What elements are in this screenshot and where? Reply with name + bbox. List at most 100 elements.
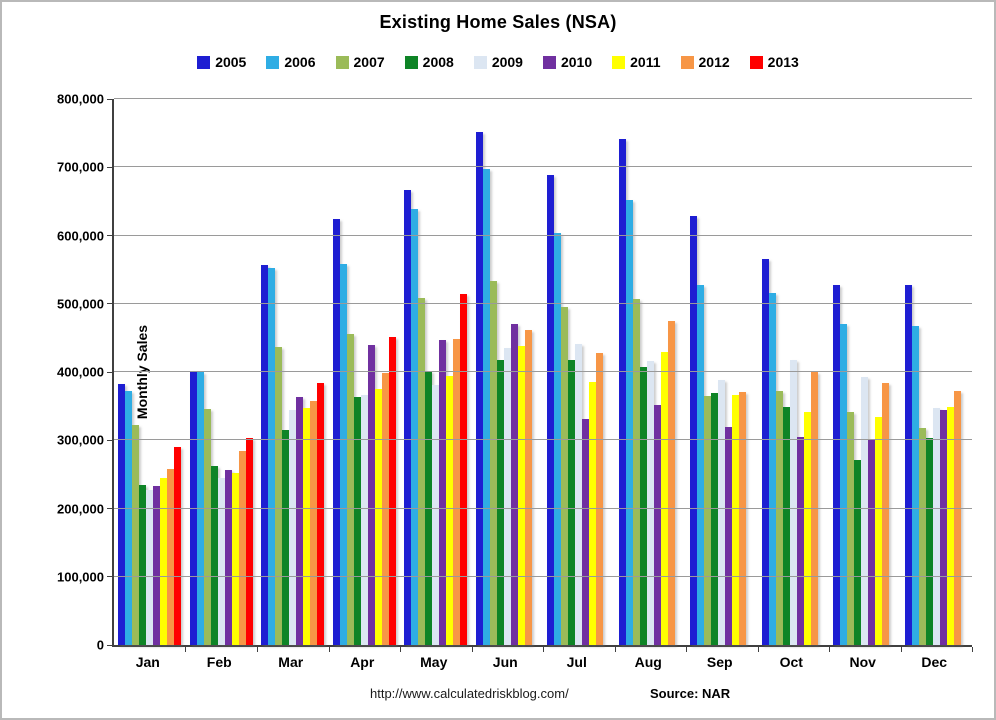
bar-Oct-2008: [782, 406, 790, 645]
bar-slot-May-2006: [411, 99, 419, 645]
gridline-500000: [114, 302, 972, 304]
gridline-800000: [114, 98, 972, 99]
bar-slot-Apr-2011: [374, 99, 382, 645]
bar-Aug-2009: [646, 361, 654, 645]
bar-Mar-2007: [275, 347, 283, 645]
bar-slot-Nov-2006: [840, 99, 848, 645]
bar-slot-Dec-2012: [953, 99, 961, 645]
month-group-Jun: [472, 99, 544, 645]
bar-Jul-2011: [589, 382, 597, 645]
month-group-Apr: [329, 99, 401, 645]
bar-slot-May-2007: [418, 99, 426, 645]
bar-slot-Jul-2013: [603, 99, 610, 645]
x-axis-labels: Jan Feb Mar Apr May Jun Jul Aug Sep Oct Nov Dec: [112, 654, 970, 670]
y-tick-mark-500000: [107, 303, 112, 305]
x-tick-mark-11: [972, 647, 973, 652]
bar-slot-Nov-2009: [861, 99, 869, 645]
month-group-Aug: [615, 99, 687, 645]
bar-slot-Jul-2006: [554, 99, 562, 645]
month-group-Sep: [686, 99, 758, 645]
legend-item-2005: 2005: [197, 54, 246, 70]
bar-Apr-2008: [353, 397, 361, 645]
x-tick-mark-0: [185, 647, 187, 652]
bar-Oct-2007: [775, 391, 783, 645]
bar-Aug-2005: [618, 139, 626, 645]
bar-slot-Dec-2010: [939, 99, 947, 645]
bar-slot-Dec-2008: [925, 99, 933, 645]
bar-slot-Jun-2010: [510, 99, 518, 645]
bar-Sep-2005: [690, 215, 698, 645]
bar-slot-Apr-2007: [346, 99, 354, 645]
month-group-Jan: [114, 99, 186, 645]
bar-Sep-2010: [725, 426, 733, 645]
y-tick-mark-0: [107, 644, 112, 646]
bar-slot-Jan-2008: [139, 99, 147, 645]
x-tick-mark-9: [829, 647, 830, 652]
bar-Apr-2010: [367, 344, 375, 645]
bar-Nov-2005: [833, 284, 841, 645]
bar-Nov-2006: [840, 324, 848, 645]
month-group-May: [400, 99, 472, 645]
bar-Dec-2012: [953, 391, 961, 645]
bar-Sep-2011: [732, 394, 740, 645]
bar-slot-May-2005: [404, 99, 412, 645]
bar-Sep-2007: [704, 395, 712, 645]
bar-slot-Jan-2007: [132, 99, 140, 645]
bar-slot-Mar-2007: [275, 99, 283, 645]
bar-slot-Nov-2008: [854, 99, 862, 645]
y-tick-mark-300000: [107, 439, 112, 441]
month-group-Feb: [186, 99, 258, 645]
bar-Dec-2009: [932, 408, 940, 645]
bar-Oct-2011: [803, 411, 811, 645]
bar-slot-Feb-2006: [196, 99, 204, 645]
x-tick-mark-1: [256, 647, 258, 652]
legend-swatch-2008: [404, 55, 418, 69]
legend-item-2012: 2012: [680, 54, 730, 70]
bar-Feb-2009: [217, 478, 225, 645]
bar-Nov-2011: [875, 417, 883, 645]
y-tick-mark-200000: [107, 508, 112, 509]
bar-Sep-2009: [718, 379, 726, 645]
bar-Jan-2010: [153, 485, 161, 645]
bar-slot-Jul-2007: [561, 99, 569, 645]
bar-slot-Mar-2010: [296, 99, 304, 645]
bar-Jul-2009: [575, 344, 583, 645]
legend-item-2010: 2010: [542, 54, 593, 70]
bar-Feb-2012: [238, 450, 246, 645]
legend-label-2011: 2011: [630, 54, 661, 70]
bar-Nov-2009: [861, 376, 869, 645]
bar-Jan-2011: [160, 477, 168, 645]
bar-slot-Jul-2010: [582, 99, 590, 645]
legend-label-2010: 2010: [560, 54, 593, 70]
plot-area: Monthly Sales: [107, 98, 973, 652]
bar-slot-Nov-2005: [833, 99, 841, 645]
bar-slot-Nov-2011: [875, 99, 883, 645]
bar-slot-Jan-2010: [153, 99, 161, 645]
bar-slot-Mar-2006: [268, 99, 276, 645]
bar-slot-Dec-2009: [932, 99, 940, 645]
month-group-Nov: [829, 99, 901, 645]
bar-Jun-2007: [489, 280, 497, 645]
x-tick-mark-8: [757, 647, 759, 652]
bar-Apr-2013: [388, 336, 396, 645]
bar-Oct-2005: [761, 259, 769, 645]
legend-label-2013: 2013: [767, 54, 799, 70]
bar-slot-Apr-2006: [339, 99, 347, 645]
bar-Aug-2007: [632, 298, 640, 645]
bar-Apr-2011: [374, 389, 382, 645]
bar-Sep-2012: [739, 391, 747, 645]
bar-Nov-2010: [868, 438, 876, 645]
bar-May-2009: [432, 384, 440, 645]
bar-slot-Apr-2012: [381, 99, 389, 645]
x-label-Aug: Aug: [634, 654, 662, 670]
gridline-100000: [114, 575, 972, 577]
bar-slot-May-2011: [446, 99, 454, 645]
bar-slot-Sep-2013: [746, 99, 753, 645]
legend-item-2013: 2013: [749, 54, 799, 70]
bar-slot-Aug-2011: [660, 99, 668, 645]
legend-swatch-2011: [612, 55, 626, 69]
bar-slot-Sep-2005: [690, 99, 698, 645]
bar-slot-Sep-2009: [718, 99, 726, 645]
bar-Jun-2009: [503, 348, 511, 645]
